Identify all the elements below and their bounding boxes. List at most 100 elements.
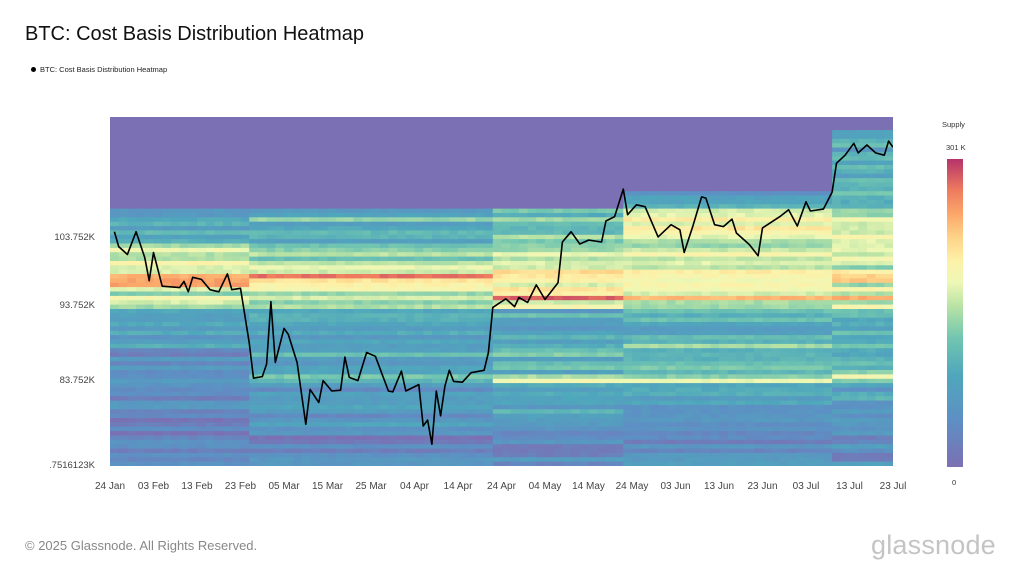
heatmap-cell: [640, 269, 650, 275]
heatmap-cell: [362, 138, 372, 144]
heatmap-cell: [423, 143, 433, 148]
heatmap-cell: [110, 199, 120, 205]
heatmap-cell: [640, 265, 650, 271]
heatmap-cell: [249, 221, 259, 227]
heatmap-cell: [640, 274, 650, 279]
heatmap-cell: [431, 138, 441, 144]
heatmap-cell: [736, 125, 746, 131]
heatmap-cell: [623, 138, 633, 144]
heatmap-cell: [727, 304, 737, 310]
heatmap-cell: [623, 287, 633, 292]
heatmap-cell: [458, 261, 468, 266]
heatmap-cell: [214, 335, 224, 340]
heatmap-cell: [292, 304, 302, 310]
heatmap-cell: [284, 243, 294, 249]
heatmap-cell: [614, 217, 624, 223]
heatmap-cell: [640, 287, 650, 292]
heatmap-cell: [423, 291, 433, 297]
heatmap-cell: [205, 186, 215, 192]
heatmap-cell: [597, 138, 607, 144]
heatmap-cell: [388, 182, 398, 188]
heatmap-cell: [197, 243, 207, 249]
heatmap-cell: [414, 278, 424, 284]
heatmap-cell: [527, 147, 537, 153]
heatmap-cell: [136, 234, 146, 240]
heatmap-cell: [701, 243, 711, 249]
heatmap-cell: [249, 195, 259, 201]
legend-item[interactable]: BTC: Cost Basis Distribution Heatmap: [31, 65, 167, 74]
heatmap-cell: [823, 291, 833, 297]
heatmap-cell: [379, 169, 389, 175]
heatmap-cell: [684, 143, 694, 148]
heatmap-cell: [666, 295, 676, 301]
heatmap-cell: [284, 173, 294, 179]
heatmap-cell: [414, 348, 424, 353]
heatmap-cell: [666, 300, 676, 305]
heatmap-cell: [423, 322, 433, 327]
heatmap-cell: [144, 304, 154, 310]
heatmap-cell: [553, 247, 563, 253]
heatmap-cell: [745, 151, 755, 157]
heatmap-cell: [223, 261, 233, 266]
heatmap-cell: [849, 287, 859, 292]
heatmap-cell: [405, 130, 415, 135]
heatmap-cell: [475, 156, 485, 162]
heatmap-cell: [840, 282, 850, 288]
heatmap-cell: [449, 195, 459, 201]
heatmap-cell: [597, 169, 607, 175]
heatmap-cell: [719, 326, 729, 332]
heatmap-cell: [553, 234, 563, 240]
heatmap-cell: [692, 247, 702, 253]
heatmap-cell: [136, 339, 146, 345]
heatmap-cell: [231, 256, 241, 262]
heatmap-cell: [388, 274, 398, 279]
heatmap-cell: [266, 195, 276, 201]
heatmap-cell: [423, 261, 433, 266]
heatmap-cell: [136, 156, 146, 162]
heatmap-cell: [449, 125, 459, 131]
heatmap-cell: [701, 186, 711, 192]
heatmap-cell: [214, 169, 224, 175]
heatmap-cell: [310, 317, 320, 323]
heatmap-cell: [553, 243, 563, 249]
heatmap-plot[interactable]: [110, 117, 893, 466]
heatmap-cell: [719, 274, 729, 279]
heatmap-cell: [840, 121, 850, 127]
heatmap-cell: [675, 156, 685, 162]
heatmap-cell: [188, 322, 198, 327]
heatmap-cell: [492, 191, 502, 196]
heatmap-cell: [162, 239, 172, 244]
heatmap-cell: [405, 143, 415, 148]
heatmap-cell: [275, 295, 285, 301]
heatmap-cell: [423, 186, 433, 192]
heatmap-cell: [466, 134, 476, 140]
heatmap-cell: [327, 226, 337, 231]
heatmap-cell: [719, 247, 729, 253]
heatmap-cell: [771, 269, 781, 275]
heatmap-cell: [127, 300, 137, 305]
heatmap-cell: [301, 352, 311, 358]
heatmap-cell: [832, 317, 842, 323]
heatmap-cell: [806, 317, 816, 323]
heatmap-cell: [266, 343, 276, 349]
heatmap-cell: [649, 151, 659, 157]
heatmap-cell: [362, 156, 372, 162]
heatmap-cell: [118, 147, 128, 153]
heatmap-cell: [806, 195, 816, 201]
heatmap-cell: [727, 234, 737, 240]
heatmap-cell: [614, 343, 624, 349]
heatmap-cell: [727, 309, 737, 314]
heatmap-cell: [275, 317, 285, 323]
heatmap-cell: [840, 269, 850, 275]
heatmap-cell: [405, 252, 415, 257]
heatmap-cell: [310, 173, 320, 179]
heatmap-cell: [814, 230, 824, 236]
heatmap-cell: [492, 287, 502, 292]
heatmap-cell: [318, 173, 328, 179]
heatmap-cell: [849, 134, 859, 140]
heatmap-cell: [440, 339, 450, 345]
heatmap-cell: [240, 134, 250, 140]
heatmap-cell: [379, 313, 389, 319]
heatmap-cell: [518, 191, 528, 196]
heatmap-cell: [257, 295, 267, 301]
